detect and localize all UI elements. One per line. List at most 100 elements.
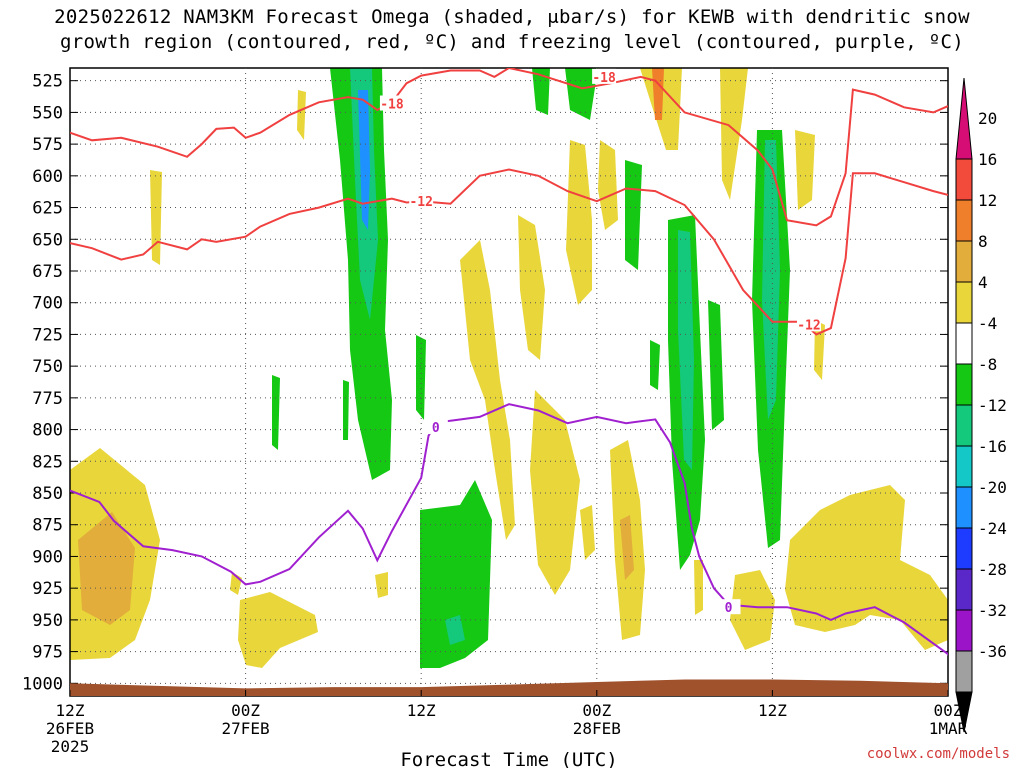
y-tick-label: 950 [32, 611, 63, 631]
omega-negative-region [678, 230, 694, 470]
omega-positive-region [530, 390, 580, 595]
colorbar-label: -24 [978, 519, 1007, 538]
y-tick-label: 725 [32, 325, 63, 345]
omega-positive-region [518, 215, 545, 360]
colorbar-bin [955, 445, 973, 488]
omega-positive-region [720, 68, 748, 200]
contour-label-bg [409, 193, 434, 209]
y-tick-label: 525 [32, 72, 63, 92]
y-tick-label: 650 [32, 230, 63, 250]
y-tick-label: 825 [32, 452, 63, 472]
colorbar-bin [955, 568, 973, 611]
colorbar: 20 16 12 8 4 -4 -8 -12 -16 -20 -24 -28 -32 -36 [955, 77, 1007, 733]
terrain-surface [70, 679, 948, 696]
colorbar-label: -20 [978, 478, 1007, 497]
omega-positive-region [375, 572, 388, 598]
contour-label-bg [592, 68, 617, 84]
y-tick-label: 900 [32, 547, 63, 567]
y-tick-label: 775 [32, 389, 63, 409]
colorbar-label: -16 [978, 437, 1007, 456]
colorbar-label: 8 [978, 232, 988, 251]
x-tick-label: 2025 [51, 737, 90, 756]
x-tick-label: 1MAR [929, 719, 968, 738]
omega-positive-region [694, 560, 703, 615]
colorbar-bin [955, 240, 973, 283]
omega-positive-region [730, 570, 775, 650]
omega-positive-region [460, 240, 515, 540]
omega-negative-region [343, 380, 349, 440]
colorbar-label: 16 [978, 150, 997, 169]
x-tick-label: 00Z [582, 701, 611, 720]
colorbar-bin [955, 609, 973, 652]
omega-positive-region [78, 512, 135, 625]
colorbar-bin [955, 650, 973, 693]
colorbar-label: -4 [978, 314, 997, 333]
omega-positive-region [297, 90, 306, 140]
colorbar-cap-top [955, 77, 973, 160]
omega-shading [70, 68, 948, 668]
omega-negative-region [650, 340, 660, 390]
omega-negative-region [565, 68, 598, 120]
colorbar-bin [955, 322, 973, 365]
y-tick-label: 600 [32, 167, 63, 187]
x-tick-label: 27FEB [222, 719, 270, 738]
x-tick-label: 00Z [934, 701, 963, 720]
credit-text: coolwx.com/models [866, 746, 1010, 762]
y-tick-label: 625 [32, 199, 63, 219]
contour-label-bg [379, 95, 404, 111]
omega-negative-region [358, 90, 370, 230]
contour-label: 0 [432, 421, 440, 436]
y-tick-label: 875 [32, 516, 63, 536]
chart-title-line-2: growth region (contoured, red, ºC) and f… [60, 31, 964, 53]
colorbar-label: -36 [978, 642, 1007, 661]
contour-label: -12 [797, 318, 820, 333]
contour-label: 0 [725, 601, 733, 616]
colorbar-bin [955, 281, 973, 324]
omega-positive-region [795, 130, 815, 210]
y-tick-label: 975 [32, 643, 63, 663]
contour-label-bg [716, 599, 741, 615]
y-axis-labels: 525 550 575 600 625 650 675 700 725 750 775 800 825 8… [22, 72, 63, 695]
omega-negative-region [625, 160, 642, 270]
colorbar-bin [955, 527, 973, 570]
contour-label: -18 [592, 71, 616, 86]
omega-positive-region [598, 140, 618, 230]
x-tick-label: 26FEB [46, 719, 94, 738]
x-tick-label: 00Z [231, 701, 260, 720]
colorbar-bin [955, 363, 973, 406]
y-tick-label: 925 [32, 579, 63, 599]
omega-positive-region [620, 515, 634, 580]
contour-line-minus18 [70, 68, 948, 227]
contour-lines: -18 -18 -12 -12 0 0 [70, 68, 948, 656]
colorbar-label: -12 [978, 396, 1007, 415]
contour-label-bg [796, 316, 821, 332]
colorbar-bin [955, 404, 973, 447]
y-tick-label: 1000 [22, 674, 63, 694]
colorbar-bin [955, 158, 973, 201]
y-tick-label: 800 [32, 421, 63, 441]
y-tick-label: 550 [32, 103, 63, 123]
colorbar-label: 4 [978, 273, 988, 292]
omega-positive-region [785, 485, 948, 650]
chart-title-line-1: 2025022612 NAM3KM Forecast Omega (shaded… [54, 6, 970, 28]
x-tick-label: 12Z [758, 701, 787, 720]
x-tick-label: 28FEB [573, 719, 621, 738]
omega-positive-region [150, 170, 162, 265]
y-tick-label: 575 [32, 135, 63, 155]
y-tick-label: 700 [32, 294, 63, 314]
omega-negative-region [445, 615, 465, 645]
x-tick-label: 12Z [407, 701, 436, 720]
colorbar-label: 20 [978, 109, 997, 128]
grid-lines [70, 68, 948, 696]
y-tick-label: 850 [32, 484, 63, 504]
colorbar-label: -28 [978, 560, 1007, 579]
omega-positive-region [580, 505, 595, 560]
contour-line-0 [70, 403, 948, 656]
x-tick-label: 12Z [56, 701, 85, 720]
contour-line-minus12 [70, 168, 948, 336]
x-axis-title: Forecast Time (UTC) [400, 749, 617, 768]
omega-negative-region [762, 140, 780, 420]
omega-negative-region [272, 375, 280, 450]
